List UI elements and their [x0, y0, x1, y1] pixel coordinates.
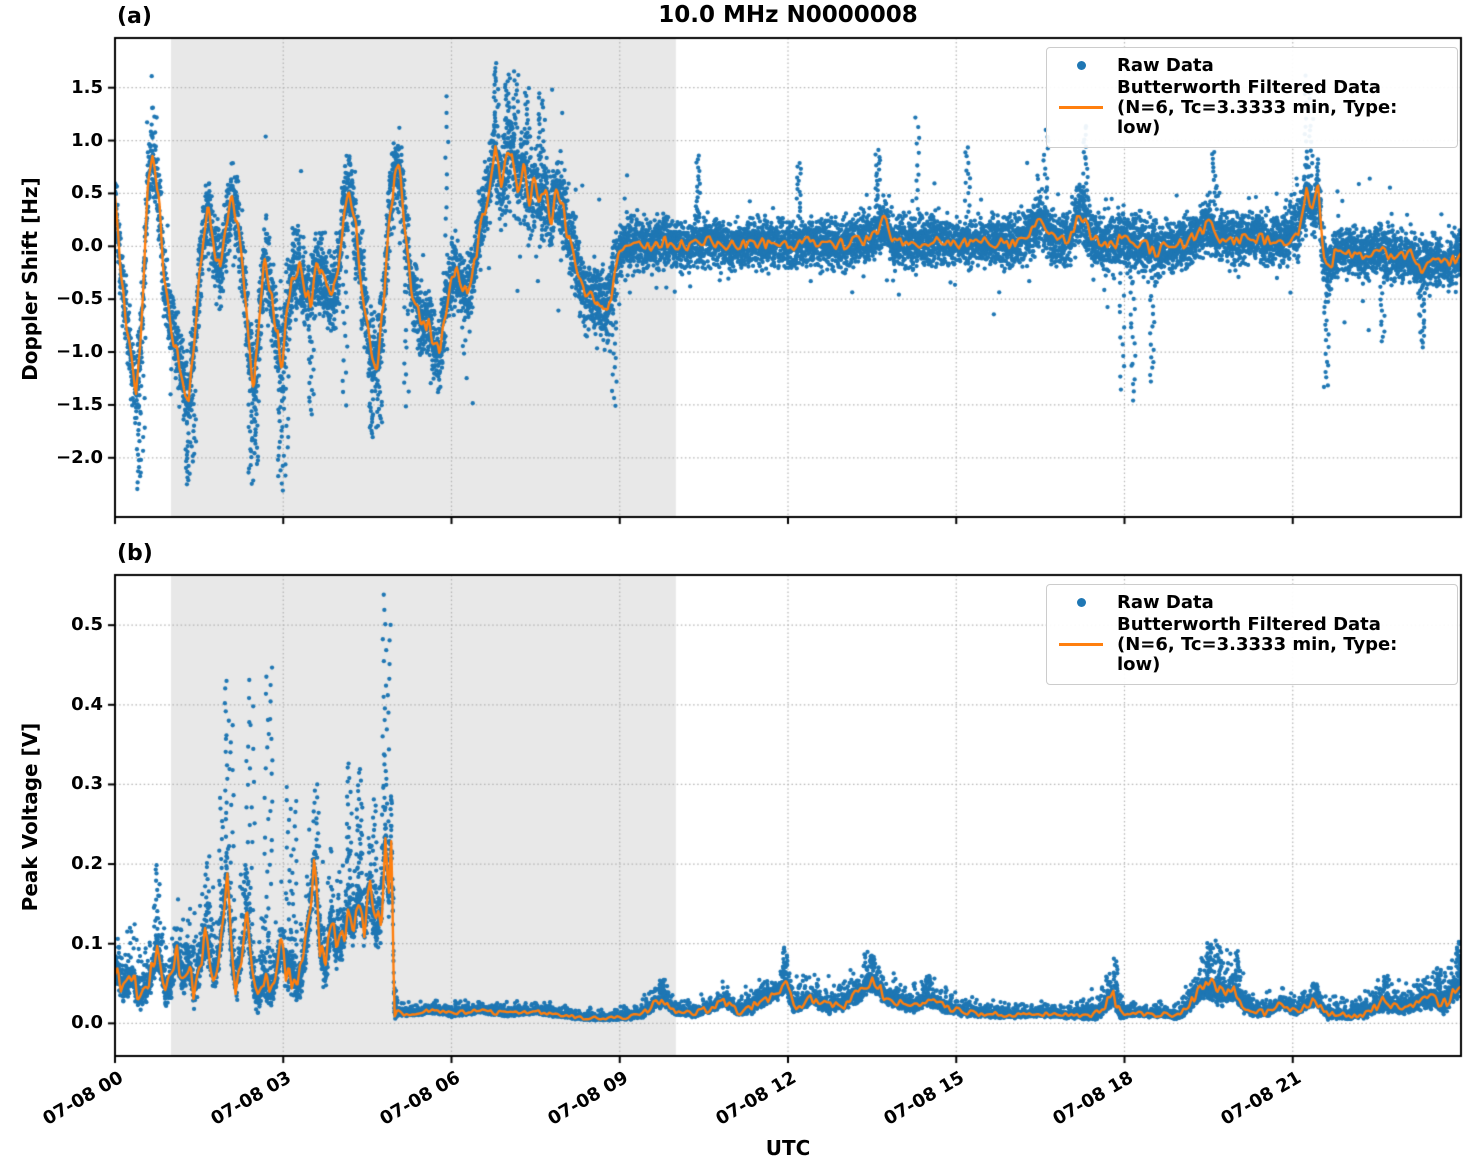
y-tick-label: 0.3 — [71, 773, 103, 795]
figure-title: 10.0 MHz N0000008 — [658, 2, 918, 28]
filtered-line-icon — [1055, 615, 1107, 646]
legend-row-filtered: Butterworth Filtered Data (N=6, Tc=3.333… — [1055, 78, 1447, 138]
legend-raw-label: Raw Data — [1117, 592, 1214, 613]
y-tick-label: −2.0 — [56, 446, 103, 468]
x-axis-label: UTC — [765, 1136, 811, 1160]
y-tick-label: 0.2 — [71, 853, 103, 875]
y-tick-label: 0.1 — [71, 932, 103, 954]
y-tick-label: 0.0 — [71, 1012, 103, 1034]
y-tick-label: 1.5 — [71, 76, 103, 98]
panel-a-letter: (a) — [117, 4, 152, 29]
filtered-line-icon — [1055, 78, 1107, 109]
y-axis-label-doppler: Doppler Shift [Hz] — [18, 177, 42, 381]
y-tick-label: −1.0 — [56, 341, 103, 363]
y-tick-label: 0.5 — [71, 614, 103, 636]
panel-b-letter: (b) — [117, 541, 153, 566]
legend-panel-b: Raw Data Butterworth Filtered Data (N=6,… — [1046, 584, 1458, 685]
legend-row-raw: Raw Data — [1055, 56, 1447, 76]
y-tick-label: 0.0 — [71, 235, 103, 257]
y-tick-label: 0.4 — [71, 693, 103, 715]
raw-data-marker-icon — [1055, 56, 1107, 70]
y-tick-label: −1.5 — [56, 393, 103, 415]
y-tick-label: 0.5 — [71, 182, 103, 204]
legend-row-raw: Raw Data — [1055, 593, 1447, 613]
legend-row-filtered: Butterworth Filtered Data (N=6, Tc=3.333… — [1055, 615, 1447, 675]
legend-filtered-label: Butterworth Filtered Data (N=6, Tc=3.333… — [1117, 614, 1398, 675]
y-tick-label: 1.0 — [71, 129, 103, 151]
raw-data-marker-icon — [1055, 593, 1107, 607]
legend-panel-a: Raw Data Butterworth Filtered Data (N=6,… — [1046, 47, 1458, 148]
legend-filtered-label: Butterworth Filtered Data (N=6, Tc=3.333… — [1117, 77, 1398, 138]
y-tick-label: −0.5 — [56, 288, 103, 310]
legend-raw-label: Raw Data — [1117, 55, 1214, 76]
